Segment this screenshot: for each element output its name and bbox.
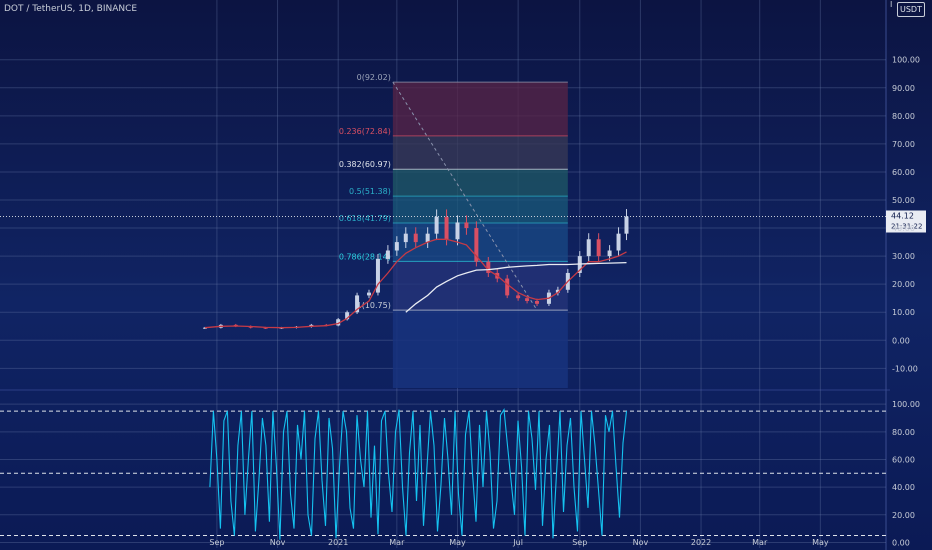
price-tick-label: 10.00 bbox=[892, 308, 915, 317]
candle-up bbox=[202, 327, 207, 329]
fib-level-label: 0.786(28.14) bbox=[339, 252, 391, 261]
time-tick-label: May bbox=[449, 538, 466, 547]
fib-extension-zone bbox=[392, 310, 568, 388]
fib-level-label: 0.5(51.38) bbox=[349, 187, 391, 196]
price-tick-label: 20.00 bbox=[892, 280, 915, 289]
candle-up bbox=[616, 233, 621, 251]
candle-up bbox=[607, 250, 612, 257]
time-tick-label: 2022 bbox=[691, 538, 711, 547]
rsi-tick-label: 100.00 bbox=[892, 400, 920, 409]
candle-up bbox=[403, 233, 408, 243]
top-mark: I bbox=[890, 0, 893, 9]
fib-band bbox=[392, 135, 568, 170]
price-tick-label: -10.00 bbox=[892, 364, 918, 373]
candle-down bbox=[516, 295, 521, 299]
fib-band bbox=[392, 82, 568, 136]
axes: -10.00 0.00 10.00 20.00 30.00 40.00 50.00 60.00… bbox=[209, 56, 920, 548]
price-tick-label: 0.00 bbox=[892, 336, 910, 345]
time-tick-label: Nov bbox=[270, 538, 286, 547]
candle-up bbox=[624, 216, 629, 234]
last-price-box bbox=[886, 210, 926, 233]
fib-level-label: 0.618(41.79) bbox=[339, 214, 391, 223]
candle-down bbox=[263, 327, 268, 329]
rsi-tick-label: 0.00 bbox=[892, 538, 910, 547]
time-tick-label: Sep bbox=[209, 538, 224, 547]
chart-title: DOT / TetherUS, 1D, BINANCE bbox=[4, 4, 138, 14]
candle-up bbox=[355, 295, 360, 313]
currency-badge[interactable]: USDT bbox=[897, 2, 925, 17]
time-tick-label: Jul bbox=[512, 538, 523, 547]
candle-down bbox=[474, 228, 479, 262]
fib-level-label: 0.382(60.97) bbox=[339, 160, 391, 169]
fib-band bbox=[392, 261, 568, 311]
candle-down bbox=[596, 239, 601, 257]
fibonacci-retracement[interactable]: 0(92.02) 0.236(72.84) 0.382(60.97) 0.5(51.3… bbox=[339, 73, 568, 388]
price-tick-label: 70.00 bbox=[892, 140, 915, 149]
time-tick-label: Mar bbox=[752, 538, 768, 547]
candle-up bbox=[345, 312, 350, 320]
candle-up bbox=[394, 242, 399, 251]
candle-up bbox=[555, 289, 560, 293]
candle-up bbox=[375, 258, 380, 293]
candle-up bbox=[586, 239, 591, 257]
fib-trend-line bbox=[392, 81, 538, 311]
rsi-tick-label: 40.00 bbox=[892, 483, 915, 492]
rsi-line bbox=[209, 408, 628, 540]
candle-up bbox=[336, 319, 341, 326]
price-tick-label: 80.00 bbox=[892, 112, 915, 121]
candle-down bbox=[413, 233, 418, 243]
candle-up bbox=[385, 250, 390, 259]
candle-down bbox=[464, 222, 469, 229]
rsi-tick-label: 60.00 bbox=[892, 455, 915, 464]
fib-level-label: 0(92.02) bbox=[357, 73, 391, 82]
price-countdown: 21:31:22 bbox=[891, 222, 922, 230]
time-tick-label: Nov bbox=[633, 538, 649, 547]
fib-level-label: 1(10.75) bbox=[357, 301, 391, 310]
rsi-pane bbox=[0, 408, 886, 540]
ma-slow-line bbox=[405, 261, 627, 313]
candle-down bbox=[486, 261, 491, 273]
candle-down bbox=[505, 278, 510, 296]
candle-up bbox=[455, 222, 460, 240]
price-tick-label: 50.00 bbox=[892, 196, 915, 205]
price-tick-label: 90.00 bbox=[892, 84, 915, 93]
candle-down bbox=[525, 298, 530, 302]
price-tick-label: 100.00 bbox=[892, 56, 920, 65]
last-price-value: 44.12 bbox=[891, 211, 914, 220]
price-tick-label: 40.00 bbox=[892, 224, 915, 233]
fib-band bbox=[392, 196, 568, 224]
time-tick-label: Sep bbox=[572, 538, 587, 547]
candle-down bbox=[444, 216, 449, 240]
candle-up bbox=[425, 233, 430, 243]
price-tick-label: 30.00 bbox=[892, 252, 915, 261]
time-tick-label: 2021 bbox=[328, 538, 348, 547]
time-tick-label: Mar bbox=[389, 538, 405, 547]
price-pane: 44.12 21:31:22 bbox=[0, 209, 926, 330]
candle-down bbox=[535, 301, 540, 304]
fib-band bbox=[392, 223, 568, 262]
candle-up bbox=[367, 292, 372, 296]
candle-up bbox=[434, 216, 439, 234]
price-tick-label: 60.00 bbox=[892, 168, 915, 177]
fib-band bbox=[392, 169, 568, 197]
rsi-tick-label: 80.00 bbox=[892, 428, 915, 437]
ma-fast-line bbox=[204, 238, 627, 329]
fib-level-label: 0.236(72.84) bbox=[339, 127, 391, 136]
rsi-tick-label: 20.00 bbox=[892, 511, 915, 520]
time-tick-label: May bbox=[812, 538, 829, 547]
